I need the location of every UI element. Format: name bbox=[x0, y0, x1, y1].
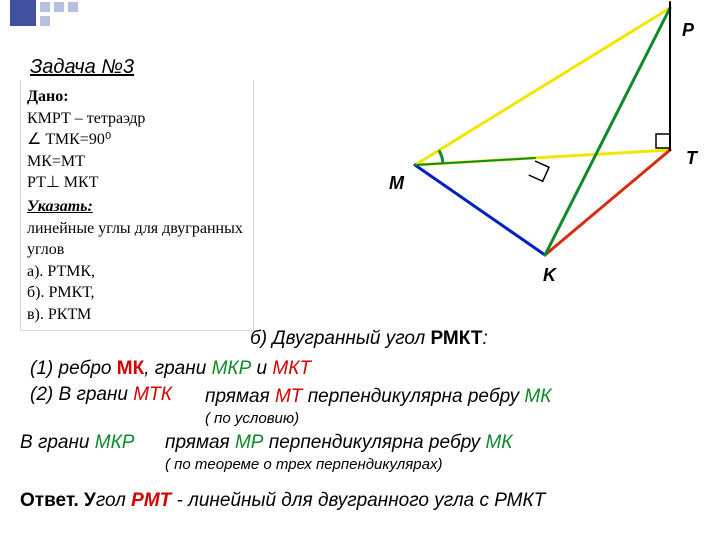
task-heading: Указать: bbox=[27, 196, 247, 218]
text-em: МТ bbox=[275, 386, 302, 407]
body-heading: б) Двугранный угол РМКТ: bbox=[250, 328, 488, 350]
text: В грани bbox=[53, 384, 133, 405]
given-line: МК=МТ bbox=[27, 151, 247, 173]
task-line: линейные углы для двугранных углов bbox=[27, 218, 247, 261]
text: прямая bbox=[205, 386, 275, 407]
line4-lead: В грани МКР bbox=[20, 432, 134, 454]
page-title: Задача №3 bbox=[30, 56, 134, 79]
corner-decoration bbox=[10, 0, 230, 30]
given-line: РТ⊥ МКТ bbox=[27, 172, 247, 194]
text: В грани bbox=[20, 432, 95, 453]
text-em: МК bbox=[117, 358, 144, 379]
text: , грани bbox=[144, 358, 211, 379]
given-heading: Дано: bbox=[27, 86, 247, 108]
text: и bbox=[251, 358, 272, 379]
text: б) Двугранный угол bbox=[250, 328, 431, 349]
text: ребро bbox=[53, 358, 117, 379]
vertex-label-t: T bbox=[680, 148, 703, 169]
text: прямая bbox=[165, 432, 235, 453]
text: (2) bbox=[30, 384, 53, 405]
line4: прямая МР перпендикулярна ребру МК bbox=[165, 432, 512, 454]
text: - линейный для двугранного угла с РМКТ bbox=[171, 490, 545, 511]
given-box: Дано: КМРТ – тетраэдр ∠ ТМК=90⁰ МК=МТ РТ… bbox=[20, 80, 254, 331]
text-em: МКТ bbox=[272, 358, 311, 379]
tetrahedron-figure bbox=[370, 0, 700, 300]
vertex-label-k: K bbox=[537, 265, 562, 286]
answer-line: Ответ. Угол РМТ - линейный для двугранно… bbox=[20, 490, 545, 512]
text: перпендикулярна ребру bbox=[263, 432, 485, 453]
task-item: в). РКТМ bbox=[27, 304, 247, 326]
text-em: МКР bbox=[95, 432, 135, 453]
text-em: МК bbox=[524, 386, 551, 407]
text: : bbox=[482, 328, 487, 349]
text: (1) bbox=[30, 358, 53, 379]
line2: (2) В грани МТК bbox=[30, 384, 172, 406]
line1: (1) ребро МК, грани МКР и МКТ bbox=[30, 358, 311, 380]
text: перпендикулярна ребру bbox=[302, 386, 524, 407]
text-em: РМТ bbox=[131, 490, 171, 511]
line3-note: ( по условию) bbox=[205, 410, 299, 427]
given-line: ∠ ТМК=90⁰ bbox=[27, 129, 247, 151]
line3: прямая МТ перпендикулярна ребру МК bbox=[205, 386, 551, 408]
vertex-label-m: M bbox=[383, 173, 410, 194]
text-em: РМКТ bbox=[431, 328, 483, 349]
task-item: б). РМКТ, bbox=[27, 282, 247, 304]
vertex-label-p: P bbox=[676, 20, 700, 41]
text-em: МКР bbox=[212, 358, 252, 379]
task-item: а). РТМК, bbox=[27, 261, 247, 283]
text-em: МТК bbox=[133, 384, 172, 405]
text: гол bbox=[96, 490, 131, 511]
given-line: КМРТ – тетраэдр bbox=[27, 108, 247, 130]
text-em: Ответ. У bbox=[20, 490, 96, 511]
text-em: МК bbox=[485, 432, 512, 453]
line4-note: ( по теореме о трех перпендикулярах) bbox=[165, 456, 442, 473]
text-em: МР bbox=[235, 432, 264, 453]
